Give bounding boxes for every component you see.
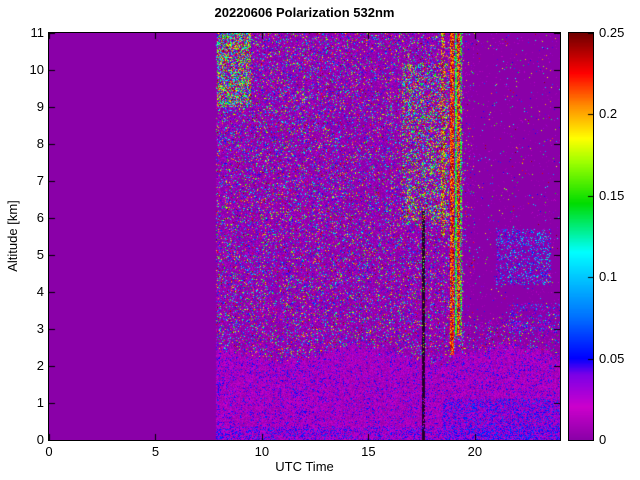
y-tick-label: 11 [30,25,45,40]
colorbar-tick-label: 0.15 [599,187,625,203]
heatmap-plot [48,32,561,441]
x-axis-label: UTC Time [275,459,334,474]
colorbar-tick-label: 0.1 [599,269,618,285]
y-tick-label: 6 [36,210,44,225]
colorbar-tick-label: 0 [599,432,607,447]
x-tick-label: 10 [254,444,270,459]
colorbar-tick-label: 0.2 [599,106,618,122]
x-tick-label: 0 [45,444,53,459]
y-tick-label: 9 [36,99,44,114]
x-tick-label: 5 [151,444,160,459]
y-axis-label: Altitude [km] [5,200,20,272]
y-tick-label: 8 [36,136,44,151]
y-tick-label: 10 [29,62,44,77]
y-tick-label: 3 [36,321,44,336]
y-tick-label: 7 [36,173,44,188]
colorbar-tick-label: 0.25 [599,25,625,40]
y-tick-label: 4 [36,284,44,299]
y-tick-label: 5 [36,247,44,262]
chart-title: 20220606 Polarization 532nm [214,5,395,20]
y-tick-label: 2 [36,358,44,373]
colorbar-tick-label: 0.05 [599,350,625,366]
x-tick-label: 15 [361,444,376,459]
y-tick-label: 1 [36,395,44,410]
x-tick-label: 20 [467,444,483,459]
colorbar [568,32,594,441]
y-tick-label: 0 [36,432,44,447]
